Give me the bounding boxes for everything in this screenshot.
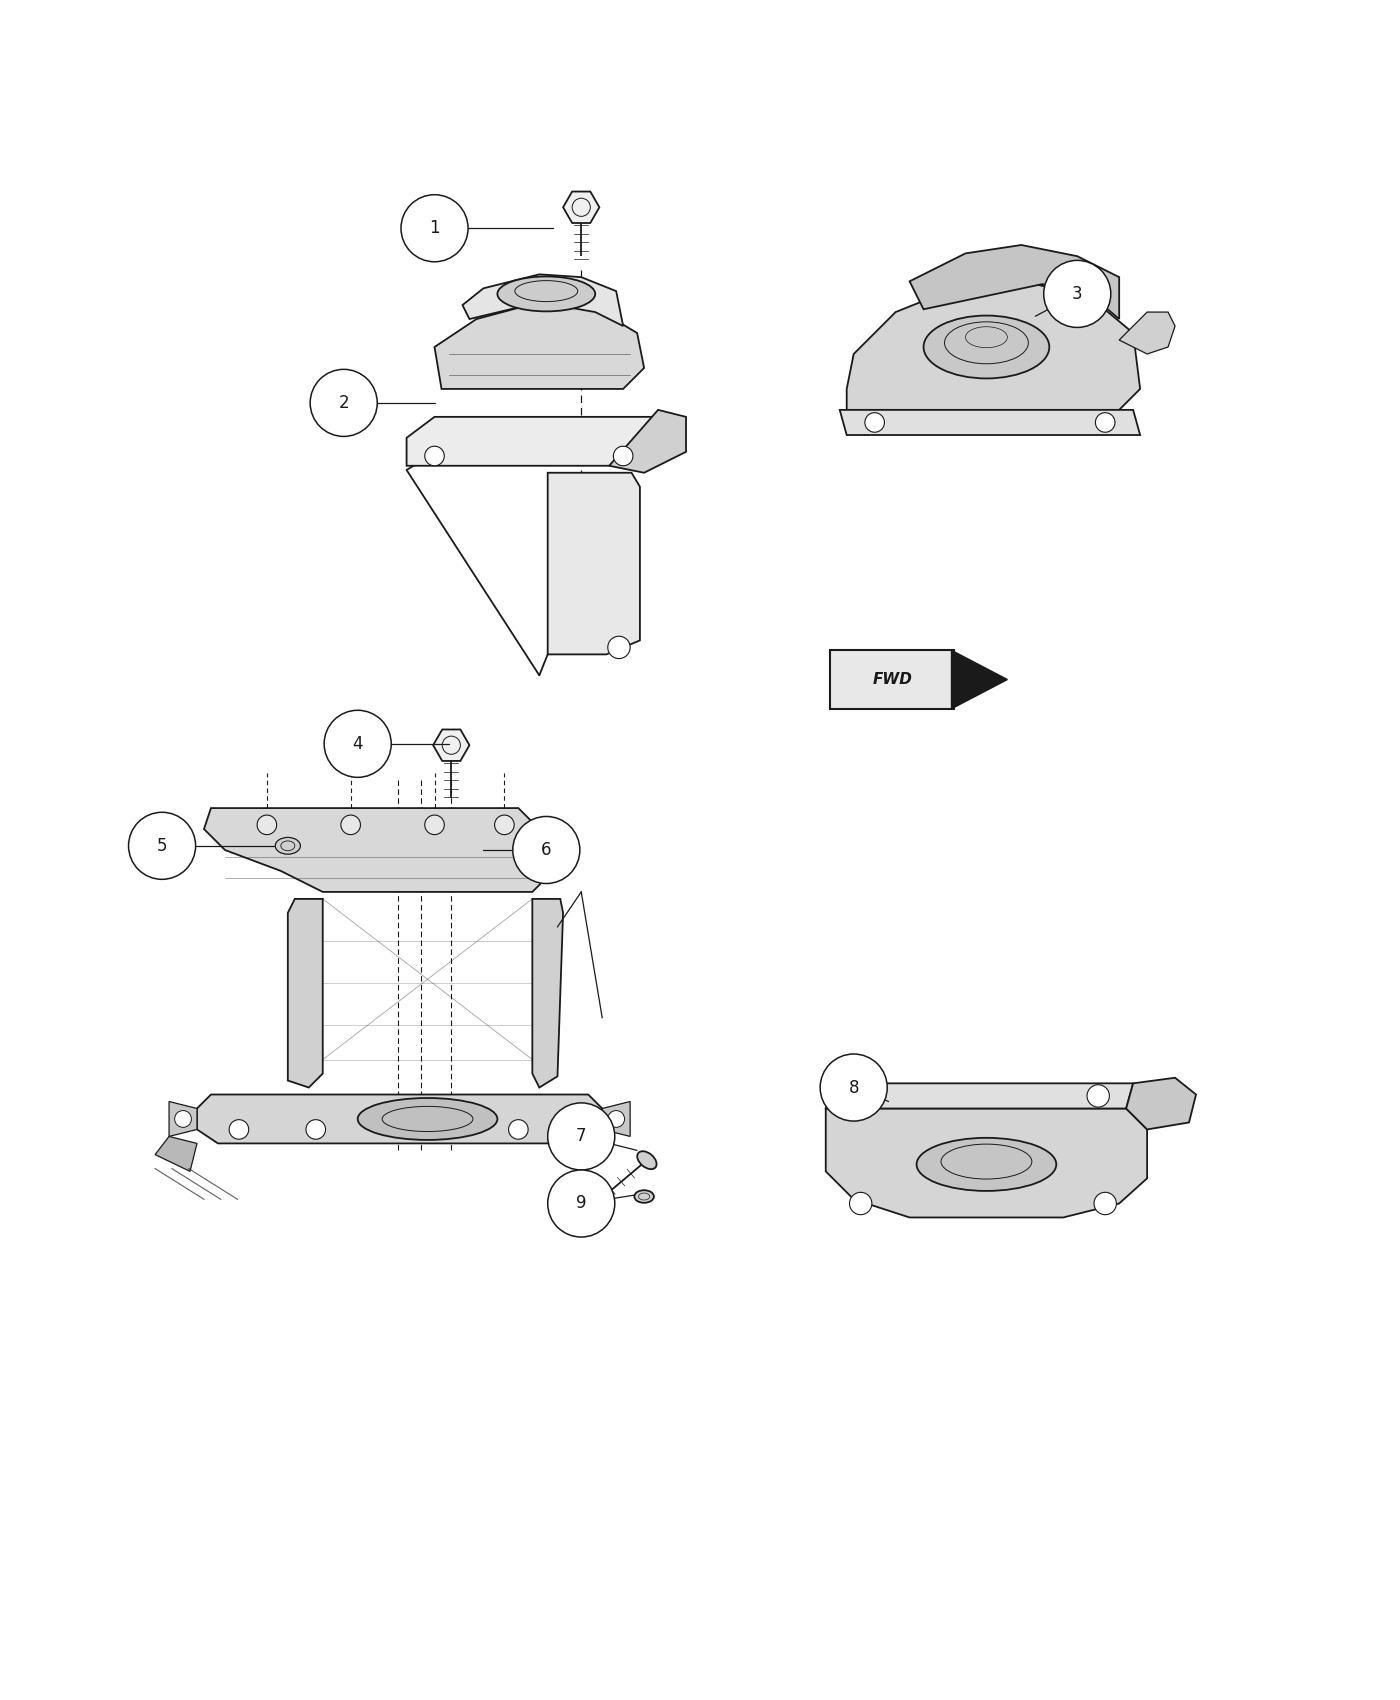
- Circle shape: [850, 1192, 872, 1215]
- Polygon shape: [532, 899, 563, 1088]
- Circle shape: [230, 1120, 249, 1139]
- Polygon shape: [847, 284, 1140, 410]
- Polygon shape: [433, 729, 469, 762]
- Circle shape: [1093, 1192, 1116, 1215]
- Text: 1: 1: [430, 219, 440, 238]
- Circle shape: [400, 196, 468, 262]
- Circle shape: [512, 816, 580, 884]
- Polygon shape: [204, 808, 553, 893]
- Polygon shape: [609, 410, 686, 473]
- Circle shape: [175, 1110, 192, 1127]
- Text: 2: 2: [339, 394, 349, 411]
- Circle shape: [547, 1103, 615, 1170]
- Circle shape: [865, 413, 885, 432]
- Text: 5: 5: [157, 836, 168, 855]
- Polygon shape: [197, 1095, 602, 1144]
- Polygon shape: [169, 1102, 197, 1136]
- Text: 9: 9: [575, 1195, 587, 1212]
- Text: 8: 8: [848, 1078, 860, 1096]
- Circle shape: [342, 814, 360, 835]
- Polygon shape: [826, 1108, 1147, 1217]
- Circle shape: [547, 1170, 615, 1238]
- Circle shape: [424, 445, 444, 466]
- Polygon shape: [563, 192, 599, 223]
- Ellipse shape: [357, 1098, 497, 1141]
- Circle shape: [1086, 1085, 1109, 1107]
- Ellipse shape: [637, 1151, 657, 1170]
- Circle shape: [129, 813, 196, 879]
- Circle shape: [508, 1120, 528, 1139]
- Circle shape: [424, 814, 444, 835]
- Text: FWD: FWD: [872, 672, 911, 687]
- Text: 6: 6: [540, 842, 552, 858]
- Circle shape: [311, 369, 377, 437]
- FancyBboxPatch shape: [830, 649, 955, 709]
- Circle shape: [258, 814, 277, 835]
- Text: 7: 7: [575, 1127, 587, 1146]
- Circle shape: [850, 1085, 872, 1107]
- Text: 3: 3: [1072, 286, 1082, 303]
- Polygon shape: [1126, 1078, 1196, 1129]
- Polygon shape: [434, 303, 644, 389]
- Polygon shape: [840, 410, 1140, 435]
- Circle shape: [820, 1054, 888, 1120]
- Polygon shape: [602, 1102, 630, 1136]
- Text: 4: 4: [353, 734, 363, 753]
- Polygon shape: [288, 899, 323, 1088]
- Circle shape: [608, 636, 630, 658]
- Polygon shape: [826, 1083, 1133, 1108]
- Circle shape: [1044, 260, 1110, 328]
- Ellipse shape: [634, 1190, 654, 1204]
- Circle shape: [1095, 413, 1114, 432]
- Ellipse shape: [276, 838, 301, 853]
- Polygon shape: [910, 245, 1119, 320]
- Circle shape: [494, 814, 514, 835]
- Ellipse shape: [924, 316, 1050, 379]
- Circle shape: [325, 711, 391, 777]
- Polygon shape: [952, 651, 1008, 709]
- Circle shape: [613, 445, 633, 466]
- Circle shape: [557, 1120, 577, 1139]
- Polygon shape: [406, 416, 658, 466]
- Polygon shape: [462, 274, 623, 326]
- Polygon shape: [547, 473, 640, 654]
- Ellipse shape: [917, 1137, 1056, 1192]
- Polygon shape: [155, 1136, 197, 1171]
- Circle shape: [608, 1110, 624, 1127]
- Circle shape: [307, 1120, 326, 1139]
- Ellipse shape: [497, 277, 595, 311]
- Polygon shape: [1119, 313, 1175, 354]
